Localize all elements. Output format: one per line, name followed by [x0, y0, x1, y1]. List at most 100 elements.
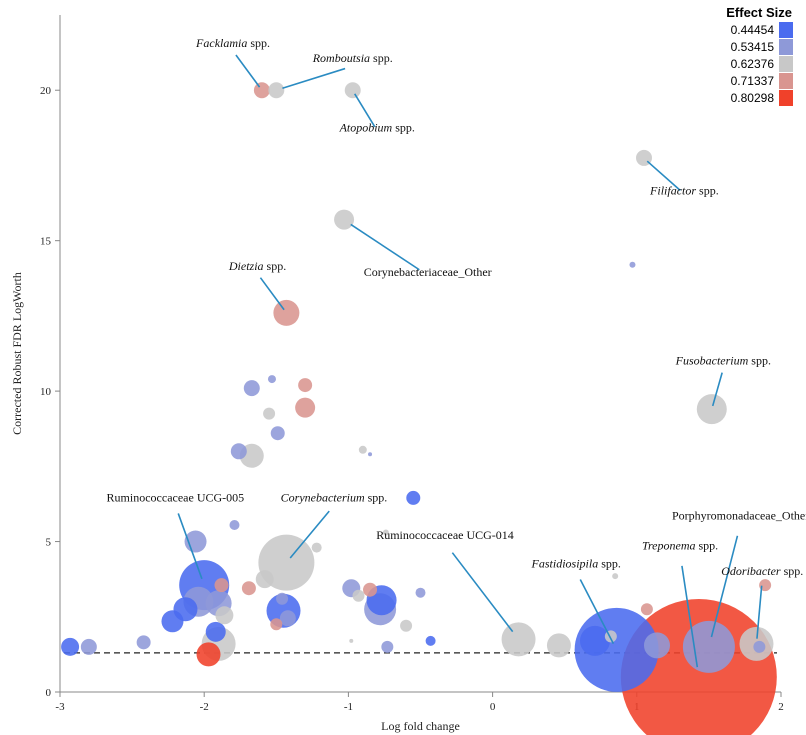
- annotation-leader: [646, 160, 681, 192]
- data-point: [215, 606, 234, 625]
- annotation-leader: [177, 513, 203, 580]
- data-point: [344, 82, 361, 99]
- legend-entries: 0.44454 0.53415 0.62376 0.71337 0.80298: [731, 22, 793, 106]
- data-point: [696, 394, 727, 425]
- annotation-taxon: Fusobacterium: [675, 354, 749, 368]
- legend-label: 0.71337: [731, 74, 775, 88]
- data-point: [425, 635, 436, 646]
- data-point: [640, 603, 653, 616]
- data-point: [241, 581, 256, 596]
- data-point: [276, 592, 289, 605]
- annotation-label: Filifactor spp.: [649, 184, 719, 198]
- annotation-leader: [354, 93, 376, 128]
- data-point: [243, 380, 260, 397]
- data-point: [61, 637, 80, 656]
- annotation-taxon: Ruminococcaceae UCG-005: [107, 490, 245, 504]
- legend-label: 0.80298: [731, 91, 775, 105]
- data-point: [255, 570, 274, 589]
- annotation-taxon: Facklamia: [195, 36, 247, 50]
- legend-swatch: [779, 56, 793, 72]
- x-tick-label: -1: [344, 701, 353, 713]
- data-point: [400, 619, 413, 632]
- data-point: [334, 209, 355, 230]
- data-point: [229, 520, 240, 531]
- annotation-leader: [710, 535, 739, 638]
- data-point: [358, 445, 367, 454]
- legend-swatch: [779, 90, 793, 106]
- annotation-label: Ruminococcaceae UCG-014: [376, 528, 514, 542]
- data-point: [263, 407, 276, 420]
- data-point: [546, 633, 571, 658]
- x-tick-label: 2: [778, 701, 784, 713]
- annotation-suffix: spp.: [781, 564, 804, 578]
- y-tick-label: 20: [40, 85, 52, 97]
- data-point: [253, 82, 270, 99]
- legend-swatch: [779, 73, 793, 89]
- annotation-taxon: Atopobium: [339, 120, 393, 134]
- data-point: [196, 642, 221, 667]
- x-tick-label: -3: [55, 701, 65, 713]
- annotation-suffix: spp.: [370, 51, 393, 65]
- annotation-leader: [289, 510, 330, 559]
- data-point: [268, 82, 285, 99]
- annotation-label: Corynebacterium spp.: [281, 490, 388, 504]
- annotation-taxon: Porphyromonadaceae_Other: [672, 509, 806, 523]
- data-point: [629, 261, 636, 268]
- legend-label: 0.44454: [731, 23, 775, 37]
- x-tick-label: 0: [490, 701, 496, 713]
- data-point: [352, 589, 365, 602]
- data-points: [61, 82, 777, 735]
- data-point: [406, 490, 421, 505]
- legend-label: 0.62376: [731, 57, 775, 71]
- annotation-label: Fusobacterium spp.: [675, 354, 771, 368]
- annotation-suffix: spp.: [365, 490, 388, 504]
- annotation-label: Atopobium spp.: [339, 120, 415, 134]
- y-axis-label: Corrected Robust FDR LogWorth: [10, 272, 24, 435]
- annotation-taxon: Filifactor: [649, 184, 696, 198]
- annotation-label: Fastidiosipila spp.: [531, 557, 621, 571]
- data-point: [80, 638, 97, 655]
- data-point: [612, 573, 619, 580]
- annotation-label: Facklamia spp.: [195, 36, 270, 50]
- data-point: [298, 378, 313, 393]
- data-point: [136, 635, 151, 650]
- data-point: [230, 443, 247, 460]
- annotation-taxon: Ruminococcaceae UCG-014: [376, 528, 514, 542]
- annotation-suffix: spp.: [264, 259, 287, 273]
- data-point: [161, 610, 184, 633]
- data-point: [368, 452, 373, 457]
- data-point: [382, 529, 389, 536]
- annotation-label: Ruminococcaceae UCG-005: [107, 490, 245, 504]
- data-point: [349, 638, 354, 643]
- legend-swatch: [779, 22, 793, 38]
- data-point: [643, 632, 670, 659]
- y-tick-label: 10: [40, 386, 52, 398]
- data-point: [270, 618, 283, 631]
- annotation-suffix: spp.: [392, 120, 415, 134]
- annotation-leader: [282, 67, 346, 90]
- annotation-taxon: Dietzia: [228, 259, 264, 273]
- annotation-suffix: spp.: [247, 36, 270, 50]
- data-point: [295, 397, 316, 418]
- annotation-taxon: Fastidiosipila: [531, 557, 599, 571]
- annotation-leader: [235, 54, 261, 88]
- annotation-label: Dietzia spp.: [228, 259, 286, 273]
- annotation-leader: [711, 372, 723, 407]
- x-tick-label: -2: [200, 701, 209, 713]
- annotation-label: Corynebacteriaceae_Other: [364, 265, 492, 279]
- annotation-suffix: spp.: [748, 354, 771, 368]
- annotation-leader: [579, 579, 615, 644]
- annotation-suffix: spp.: [598, 557, 621, 571]
- data-point: [501, 622, 536, 657]
- annotation-label: Porphyromonadaceae_Other: [672, 509, 806, 523]
- data-point: [381, 640, 394, 653]
- annotation-taxon: Corynebacterium: [281, 490, 365, 504]
- data-point: [273, 299, 300, 326]
- data-point: [267, 375, 276, 384]
- annotation-leader: [350, 223, 420, 271]
- annotation-label: Romboutsia spp.: [312, 51, 393, 65]
- annotation-suffix: spp.: [696, 184, 719, 198]
- data-point: [270, 426, 285, 441]
- y-tick-label: 15: [40, 236, 52, 248]
